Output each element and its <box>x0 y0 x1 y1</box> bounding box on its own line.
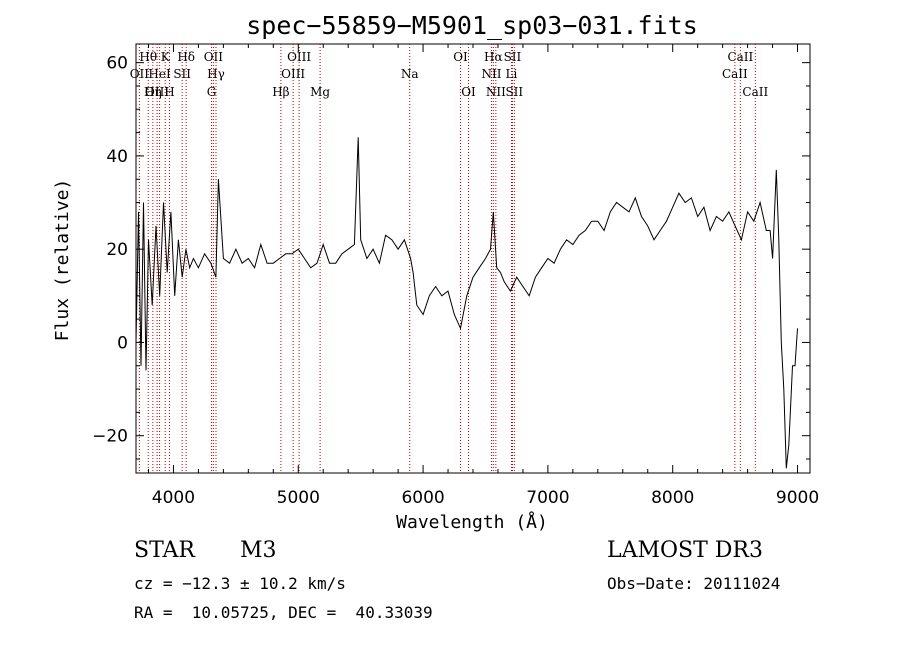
x-tick-label: 8000 <box>651 488 694 508</box>
line-label: OIII <box>281 67 305 81</box>
x-axis-ticks: 4000 5000 6000 7000 8000 9000 <box>147 44 819 508</box>
x-tick-label: 5000 <box>277 488 320 508</box>
spectral-line-markers <box>138 44 756 473</box>
x-tick-label: 6000 <box>401 488 444 508</box>
y-axis-label: Flux (relative) <box>52 179 73 342</box>
line-label: Na <box>401 67 419 81</box>
y-tick-label: 0 <box>117 333 128 353</box>
line-label: Hα <box>484 50 503 64</box>
object-subclass: M3 <box>240 538 277 563</box>
object-type: STAR <box>134 538 195 563</box>
survey-name: LAMOST DR3 <box>607 538 763 563</box>
line-label: OII <box>204 50 224 64</box>
y-tick-label: 40 <box>106 147 128 167</box>
line-label: Hδ <box>177 50 195 64</box>
spectrum-line <box>135 137 798 469</box>
x-tick-label: 7000 <box>526 488 569 508</box>
y-axis-ticks: −20 0 20 40 60 <box>92 54 810 460</box>
line-label: SII <box>505 85 523 99</box>
line-label: CaII <box>722 67 748 81</box>
line-label: OIII <box>287 50 311 64</box>
line-label: G <box>207 85 217 99</box>
line-label: SII <box>173 67 191 81</box>
coordinates: RA = 10.05725, DEC = 40.33039 <box>134 603 433 622</box>
line-label: Mg <box>310 85 330 99</box>
x-tick-label: 9000 <box>776 488 819 508</box>
line-label: OI <box>453 50 468 64</box>
line-label: Li <box>506 67 518 81</box>
line-label: H <box>164 85 174 99</box>
line-label: CaII <box>742 85 768 99</box>
line-label: Hη <box>144 85 162 99</box>
line-label: NII <box>481 67 501 81</box>
y-tick-label: 20 <box>106 240 128 260</box>
plot-frame <box>135 43 811 474</box>
line-label: NII <box>486 85 506 99</box>
observation-date: Obs−Date: 20111024 <box>607 574 781 593</box>
y-tick-label: −20 <box>92 427 128 447</box>
line-label: HeI <box>148 67 171 81</box>
line-label: Hγ <box>207 67 225 81</box>
chart-title: spec−55859−M5901_sp03−031.fits <box>246 11 698 40</box>
line-label: Hβ <box>272 85 289 99</box>
line-label: Hθ <box>139 50 157 64</box>
line-label: CaII <box>727 50 753 64</box>
line-label: SII <box>504 50 522 64</box>
line-label: OI <box>461 85 476 99</box>
x-axis-label: Wavelength (Å) <box>396 511 548 533</box>
line-label: OIII <box>145 85 169 99</box>
line-label: OII <box>130 67 150 81</box>
x-tick-label: 4000 <box>152 488 195 508</box>
y-tick-label: 60 <box>106 54 128 74</box>
line-label: K <box>161 50 171 64</box>
redshift-value: cz = −12.3 ± 10.2 km/s <box>134 574 346 593</box>
